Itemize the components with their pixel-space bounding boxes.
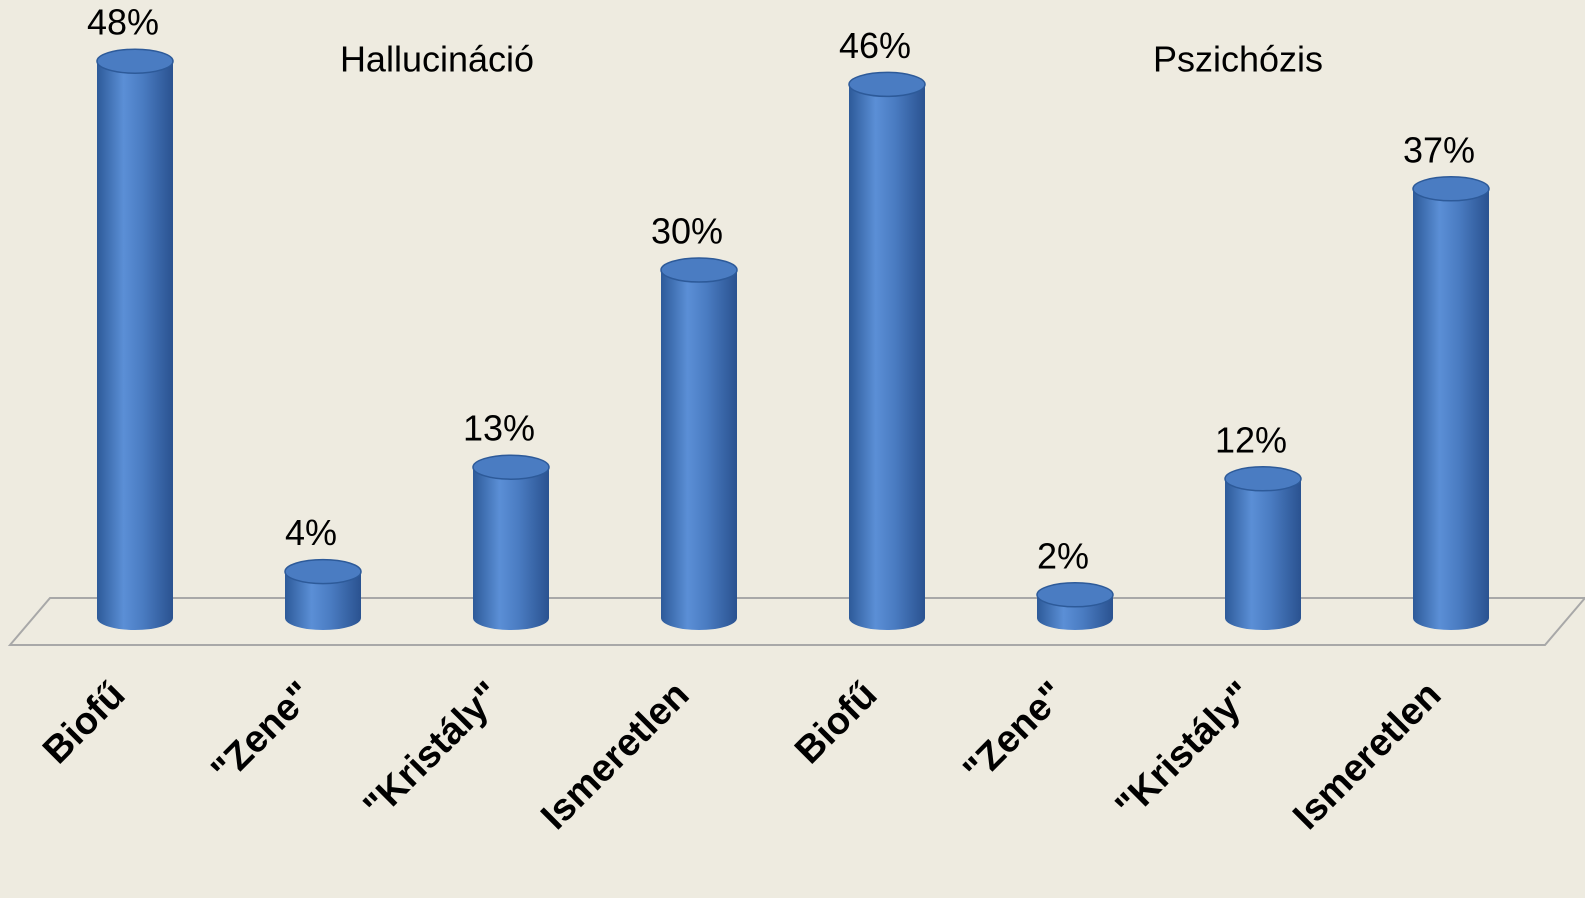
bar-top <box>96 48 174 74</box>
data-label: 4% <box>285 512 337 553</box>
bar-top <box>1036 582 1114 608</box>
data-label: 13% <box>463 408 535 449</box>
x-tick-label: Ismeretlen <box>1285 674 1449 838</box>
x-tick-label: "Zene" <box>956 674 1074 792</box>
bar <box>849 84 925 618</box>
bar-top <box>848 71 926 98</box>
x-tick-label: "Zene" <box>204 674 322 792</box>
bar-top <box>660 257 738 283</box>
bar <box>1225 478 1301 618</box>
annotation: Hallucináció <box>340 39 534 80</box>
bar-top <box>1412 176 1490 202</box>
bar-top <box>472 454 550 480</box>
bar-top <box>1224 466 1302 492</box>
data-label: 37% <box>1403 129 1475 170</box>
x-tick-label: Ismeretlen <box>533 674 697 838</box>
data-label: 2% <box>1037 535 1089 576</box>
data-label: 12% <box>1215 419 1287 460</box>
data-label: 46% <box>839 25 911 66</box>
x-tick-label: Biofű <box>787 674 885 772</box>
bar <box>661 270 737 618</box>
bar <box>97 61 173 618</box>
data-label: 48% <box>87 2 159 43</box>
x-tick-label: "Kristály" <box>356 674 510 828</box>
bar <box>473 467 549 618</box>
bar-top <box>284 558 362 585</box>
data-label: 30% <box>651 211 723 252</box>
annotation: Pszichózis <box>1153 39 1323 80</box>
x-tick-label: Biofű <box>35 674 133 772</box>
bar <box>1413 188 1489 619</box>
floor <box>7 597 1585 646</box>
x-tick-label: "Kristály" <box>1108 674 1262 828</box>
